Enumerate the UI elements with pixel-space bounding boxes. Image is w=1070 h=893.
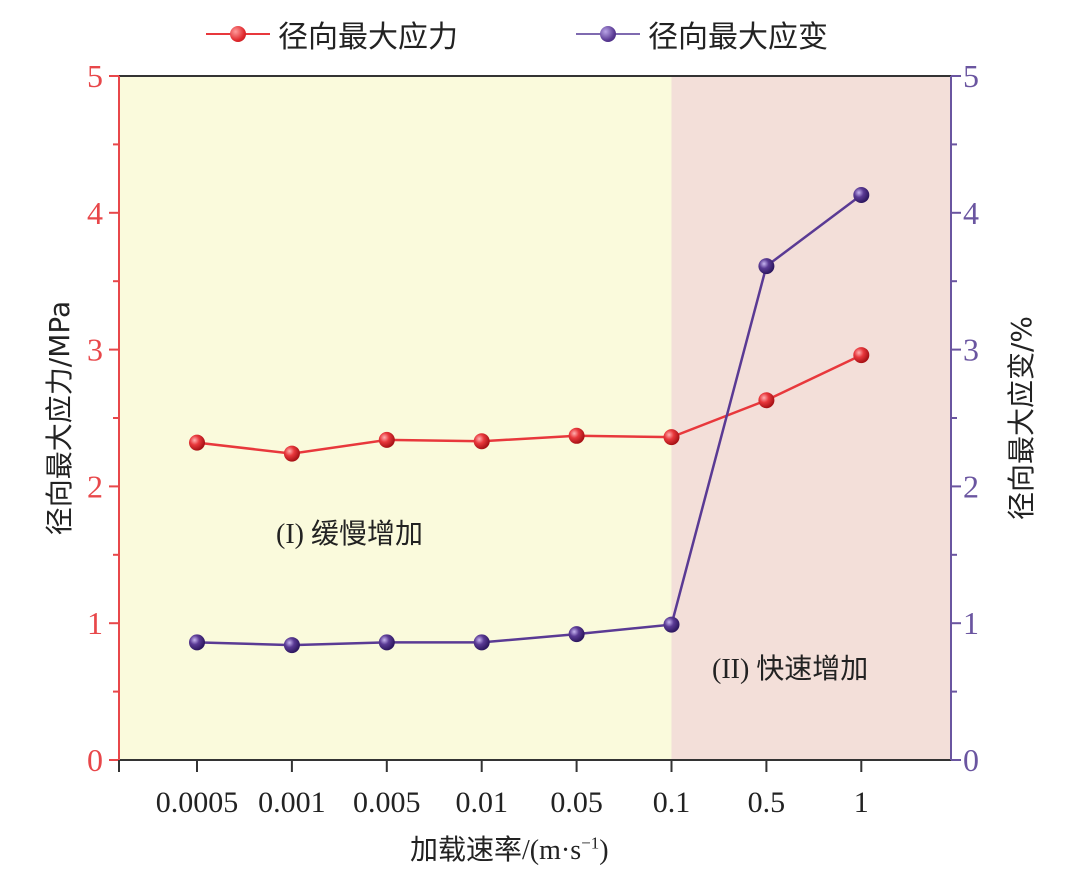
y-left-tick-label: 1 [87,605,103,641]
x-axis-title-sup: −1 [581,833,600,853]
x-tick-label: 0.05 [550,786,603,819]
data-point-marker [758,258,775,275]
legend-item-stress[interactable]: 径向最大应力 [206,12,458,56]
x-axis-title-unit: /(m·s [522,835,582,866]
x-axis-title-cn: 加载速率 [410,833,523,866]
region-fast-text: 快速增加 [756,652,869,685]
y-right-tick-label: 0 [963,742,979,778]
plot-series [189,187,870,654]
legend-stress-marker-icon [206,24,270,44]
data-point-marker [853,347,870,364]
y-left-tick-label: 0 [87,742,103,778]
x-tick-label: 0.5 [748,786,786,819]
data-point-marker [473,433,490,450]
data-point-marker [189,634,205,651]
region-0 [119,76,672,760]
data-point-marker [663,616,680,633]
x-tick-label: 0.001 [258,786,326,819]
legend-strain-label: 径向最大应变 [648,20,828,55]
region-label-fast: (II) 快速增加 [712,647,868,687]
data-point-marker [378,634,395,651]
data-point-marker [378,431,395,448]
y-axis-left-title: 径向最大应力/MPa [43,300,76,536]
axis-ticks: 0 0 1 1 2 2 3 3 4 4 5 5 0.0005 0.001 0.005 0.01 0.05 0.1 0… [87,58,979,819]
legend-item-strain[interactable]: 径向最大应变 [576,12,828,56]
legend: 径向最大应力 径向最大应变 [0,12,1070,55]
y-left-tick-label: 3 [87,332,103,368]
y-left-tick-label: 5 [87,58,103,94]
y-left-tick-label: 2 [87,468,103,504]
x-tick-label: 0.01 [455,786,508,819]
x-tick-label: 0.1 [653,786,691,819]
region-label-slow: (I) 缓慢增加 [276,512,423,552]
data-point-marker [853,187,870,204]
data-point-marker [568,427,585,444]
legend-strain-marker-icon [576,24,640,44]
x-axis-title-close: ) [599,835,609,866]
data-point-marker [283,637,300,654]
x-axis-title: 加载速率/(m·s−1) [410,828,609,868]
data-point-marker [189,434,205,451]
y-left-tick-label: 4 [87,195,103,231]
data-point-marker [663,429,680,446]
data-point-marker [568,626,585,643]
data-point-marker [758,392,775,409]
data-point-marker [473,634,490,651]
x-tick-label: 0.005 [353,786,421,819]
legend-stress-label: 径向最大应力 [278,20,458,55]
y-right-tick-label: 3 [963,332,979,368]
x-tick-label: 0.0005 [156,786,239,819]
y-right-tick-label: 2 [963,468,979,504]
y-right-tick-label: 1 [963,605,979,641]
x-tick-label: 1 [854,786,869,819]
region-slow-roman: (I) [276,519,304,550]
y-axis-right-title: 径向最大应变/% [1005,315,1038,521]
region-fast-roman: (II) [712,654,750,685]
series-line-0 [196,353,862,455]
region-slow-text: 缓慢增加 [310,517,423,550]
y-right-tick-label: 5 [963,58,979,94]
y-right-tick-label: 4 [963,195,979,231]
data-point-marker [283,445,300,462]
series-line-1 [196,194,863,647]
